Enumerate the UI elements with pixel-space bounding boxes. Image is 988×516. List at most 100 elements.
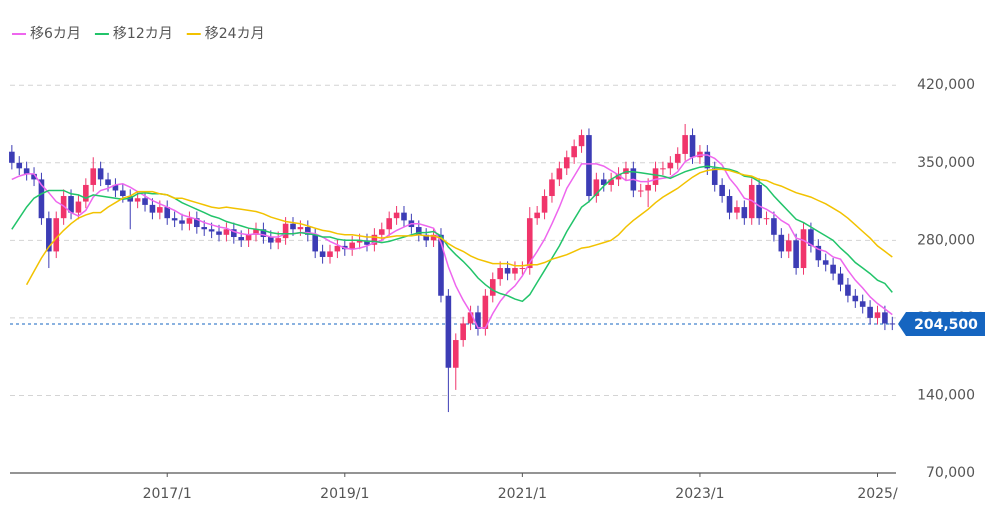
candle-body [304,227,311,235]
candle-body [852,295,859,302]
candle-body [194,218,200,228]
candle-body [815,245,822,261]
x-tick-label: 2025/ [857,486,898,502]
candle-body [179,220,185,224]
candle-body [149,204,156,213]
y-tick-label: 70,000 [926,465,975,481]
candle-body [327,251,333,257]
candle-body [452,340,459,368]
candle-body [438,234,444,296]
candle-body [186,218,193,224]
candle-body [512,268,518,274]
legend-label: 移6カ月 [30,26,81,42]
candle-body [282,223,289,239]
candle-body [667,162,674,169]
candle-body [201,227,208,230]
candle-body [53,218,60,252]
candle-body [845,284,851,296]
candle-body [756,184,762,219]
candle-body [275,238,282,243]
candle-body [526,218,533,269]
y-tick-label: 420,000 [917,77,975,93]
candle-body [460,323,466,341]
candle-body [268,237,274,243]
candle-body [615,173,622,180]
candle-body [297,227,304,230]
candle-body [586,135,592,197]
candle-body [785,240,792,252]
candle-body [245,234,252,241]
candle-body [682,135,688,154]
ma-line [11,154,893,329]
candle-body [822,260,829,265]
candle-body [489,279,496,296]
candle-body [600,179,607,185]
candle-body [504,268,511,274]
candle-body [660,168,666,170]
candle-body [231,229,237,238]
candle-body [734,207,740,213]
candle-body [90,168,97,185]
candle-body [689,135,696,158]
y-tick-label: 280,000 [917,232,975,248]
candle-body [652,168,659,185]
tag-shape [898,311,985,336]
candle-body [808,229,814,246]
candle-body [349,242,355,250]
candle-body [608,179,614,185]
candle-body [837,273,844,285]
candle-body [142,198,148,205]
candle-body [386,218,392,230]
x-tick-label: 2023/1 [675,486,724,502]
candle-body [378,229,385,235]
x-tick-label: 2021/1 [498,486,547,502]
candle-body [430,234,437,241]
candle-body [674,153,681,163]
candle-body [793,240,799,269]
candle-body [475,312,481,329]
candle-body [290,223,296,230]
candle-body [741,207,748,219]
candle-body [312,234,318,252]
candle-body [171,218,178,221]
legend-label: 移12カ月 [113,26,173,42]
candle-body [874,312,881,318]
candle-body [371,234,378,245]
candle-body [105,179,111,185]
last-price-tag: 204,500 [898,311,985,336]
candle-body [97,168,104,180]
ma-line [25,168,893,286]
candle-body [719,184,725,197]
tag-label: 204,500 [914,317,978,333]
candle-body [164,207,171,219]
candle-body [771,218,777,235]
candle-body [549,179,555,197]
candle-body [882,312,888,324]
candle-body [46,218,52,252]
candle-body [800,229,807,269]
candle-body [556,168,563,180]
candle-body [253,229,259,235]
candle-body [571,146,577,158]
candle-body [356,240,363,243]
candle-body [157,207,163,213]
candle-body [704,151,711,169]
candle-body [83,184,89,202]
candle-body [16,162,23,169]
candle-body [519,268,526,270]
candle-body [867,306,873,318]
candle-body [393,212,400,219]
candle-body [534,212,540,219]
candle-body [415,227,422,235]
x-tick-label: 2019/1 [320,486,369,502]
candle-body [859,301,866,307]
candle-body [401,212,407,221]
legend: 移6カ月 移12カ月 移24カ月 [12,26,265,42]
candle-body [889,323,896,325]
candle-body [497,268,503,280]
candle-body [364,240,370,245]
candle-body [563,157,570,169]
candle-body [68,196,74,213]
